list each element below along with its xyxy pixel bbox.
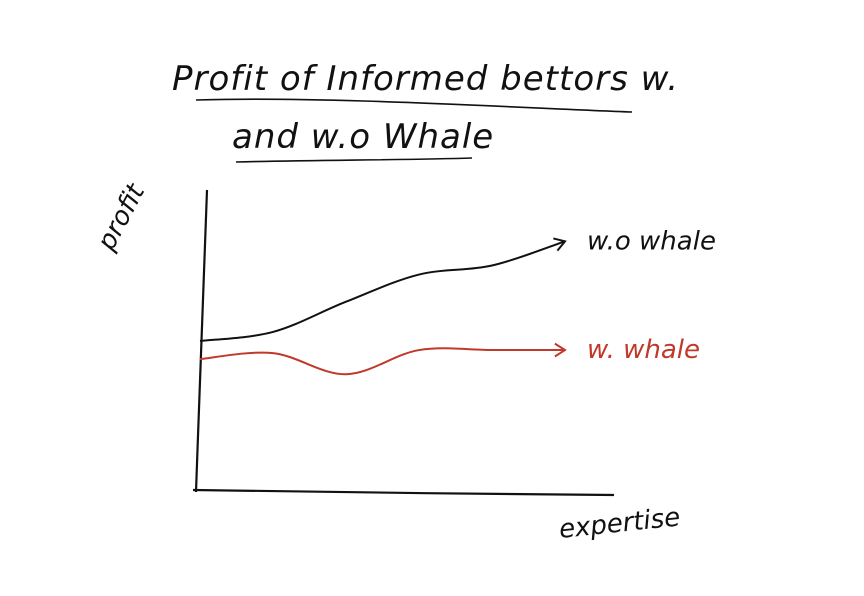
y-axis-label: profit (91, 179, 151, 257)
chart-title-line2: and w.o Whale (232, 117, 494, 157)
title-underline-1 (195, 98, 633, 113)
series-arrow-0 (553, 237, 567, 252)
chart-title-line1: Profit of Informed bettors w. (172, 59, 679, 99)
series-line-0 (199, 240, 566, 342)
series-label-0: w.o whale (587, 226, 716, 256)
title-underline-2 (235, 157, 473, 163)
series-line-1 (199, 347, 565, 376)
y-axis (194, 189, 209, 493)
series-layer: w.o whale w. whale (199, 226, 716, 376)
x-axis-label: expertise (558, 502, 682, 545)
series-label-1: w. whale (587, 335, 700, 365)
series-arrow-1 (554, 342, 567, 358)
x-axis (192, 488, 615, 497)
